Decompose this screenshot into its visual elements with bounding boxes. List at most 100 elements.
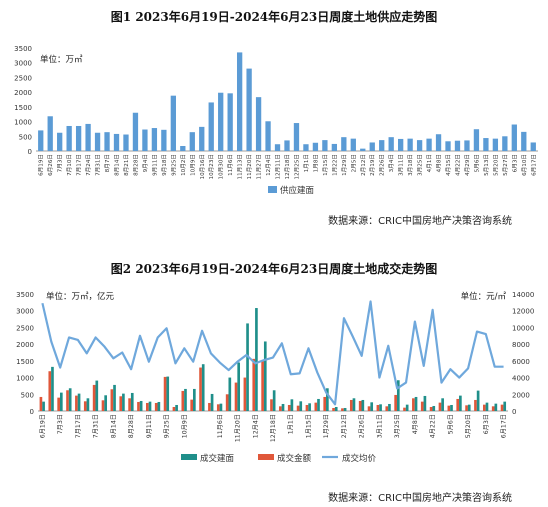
x-tick-label: 4月15日 — [445, 154, 452, 176]
amount-bar — [163, 376, 167, 411]
unit-label: 单位：万㎡ — [40, 54, 83, 65]
supply-bar — [303, 144, 309, 151]
supply-bar — [142, 129, 148, 151]
y-tick-label: 2000 — [14, 89, 32, 97]
area-bar — [42, 401, 45, 411]
area-bar — [113, 384, 116, 411]
amount-bar — [349, 399, 353, 411]
area-bar — [388, 403, 391, 411]
legend-swatch-area — [181, 454, 197, 460]
x-tick-label: 9月11日 — [146, 414, 153, 438]
x-tick-label: 3月25日 — [417, 154, 424, 176]
x-tick-label: 12月18日 — [284, 154, 291, 179]
x-tick-label: 3月11日 — [398, 154, 405, 176]
area-bar — [263, 341, 267, 411]
supply-bar — [85, 123, 91, 151]
amount-bar — [252, 358, 256, 411]
amount-bar — [75, 395, 78, 411]
x-tick-label: 11月13日 — [237, 154, 244, 179]
x-tick-label: 1月15日 — [305, 414, 312, 438]
amount-bar — [101, 400, 105, 411]
supply-bar — [57, 132, 63, 151]
amount-bar — [376, 404, 380, 411]
x-tick-label: 11月6日 — [217, 414, 224, 438]
y-tick-label: 500 — [19, 133, 32, 141]
supply-bar — [284, 140, 290, 151]
amount-bar — [234, 382, 238, 411]
amount-bar — [181, 390, 185, 411]
x-tick-label: 4月29日 — [464, 154, 471, 176]
supply-bar — [511, 124, 517, 151]
amount-bar — [92, 384, 96, 411]
x-tick-label: 5月13日 — [483, 154, 490, 176]
amount-bar — [128, 398, 131, 411]
x-tick-label: 8月21日 — [123, 154, 130, 176]
supply-bar — [132, 112, 139, 151]
y-tick-label: 3000 — [14, 60, 32, 68]
x-tick-label: 6月26日 — [47, 154, 54, 176]
area-bar — [228, 377, 232, 411]
supply-bar — [416, 140, 423, 151]
x-tick-label: 1月15日 — [322, 154, 329, 176]
amount-bar — [199, 367, 202, 411]
x-tick-label: 12月11日 — [275, 154, 282, 179]
area-bar — [494, 403, 498, 411]
x-tick-label: 1月1日 — [303, 154, 310, 172]
y-right-tick-label: 2000 — [512, 391, 530, 399]
x-tick-label: 2月19日 — [369, 154, 376, 176]
x-tick-label: 7月3日 — [57, 414, 64, 434]
amount-bar — [279, 406, 282, 411]
y-left-tick-label: 1500 — [16, 358, 34, 366]
amount-bar — [48, 371, 52, 411]
area-bar — [459, 395, 462, 411]
x-tick-label: 10月23日 — [208, 154, 215, 179]
supply-bar — [236, 52, 243, 151]
area-bar — [370, 402, 374, 411]
area-bar — [59, 392, 63, 411]
x-tick-label: 3月18日 — [407, 154, 414, 176]
area-bar — [166, 376, 170, 411]
amount-bar — [83, 401, 87, 411]
area-bar — [175, 404, 178, 411]
supply-bar — [151, 128, 158, 151]
area-bar — [272, 390, 276, 411]
y-right-tick-label: 6000 — [512, 358, 530, 366]
x-tick-label: 2月5日 — [350, 154, 357, 172]
supply-bar — [360, 148, 366, 151]
supply-bar — [322, 140, 328, 151]
x-tick-label: 4月1日 — [426, 154, 433, 172]
supply-bar — [199, 126, 205, 151]
x-tick-label: 11月27日 — [256, 154, 263, 179]
y-left-tick-label: 1000 — [16, 375, 34, 383]
area-bar — [485, 402, 489, 411]
area-bar — [405, 404, 409, 411]
area-bar — [396, 380, 400, 411]
supply-bar — [398, 138, 404, 151]
x-tick-label: 11月20日 — [235, 414, 242, 442]
x-tick-label: 3月4日 — [388, 154, 395, 172]
x-tick-label: 1月29日 — [341, 154, 348, 176]
amount-bar — [146, 402, 149, 411]
x-tick-label: 1月1日 — [288, 414, 295, 434]
x-tick-label: 4月22日 — [430, 414, 437, 438]
amount-bar — [314, 402, 318, 411]
area-bar — [343, 407, 347, 411]
x-tick-label: 7月3日 — [57, 154, 64, 172]
y-left-tick-label: 3000 — [16, 308, 34, 316]
area-bar — [308, 403, 311, 411]
supply-bar — [502, 136, 508, 151]
area-bar — [334, 406, 338, 411]
area-bar — [246, 323, 249, 411]
x-tick-label: 9月11日 — [151, 154, 158, 176]
y-right-tick-label: 10000 — [512, 324, 534, 332]
x-tick-label: 10月9日 — [181, 414, 188, 438]
supply-bar — [435, 134, 442, 151]
legend-label-amount: 成交金额 — [277, 453, 312, 464]
x-tick-label: 8月14日 — [114, 154, 121, 176]
supply-bar — [350, 138, 356, 151]
area-bar — [184, 388, 187, 411]
amount-bar — [474, 399, 477, 411]
amount-bar — [119, 396, 123, 411]
area-bar — [317, 398, 320, 411]
supply-bar — [274, 144, 281, 151]
